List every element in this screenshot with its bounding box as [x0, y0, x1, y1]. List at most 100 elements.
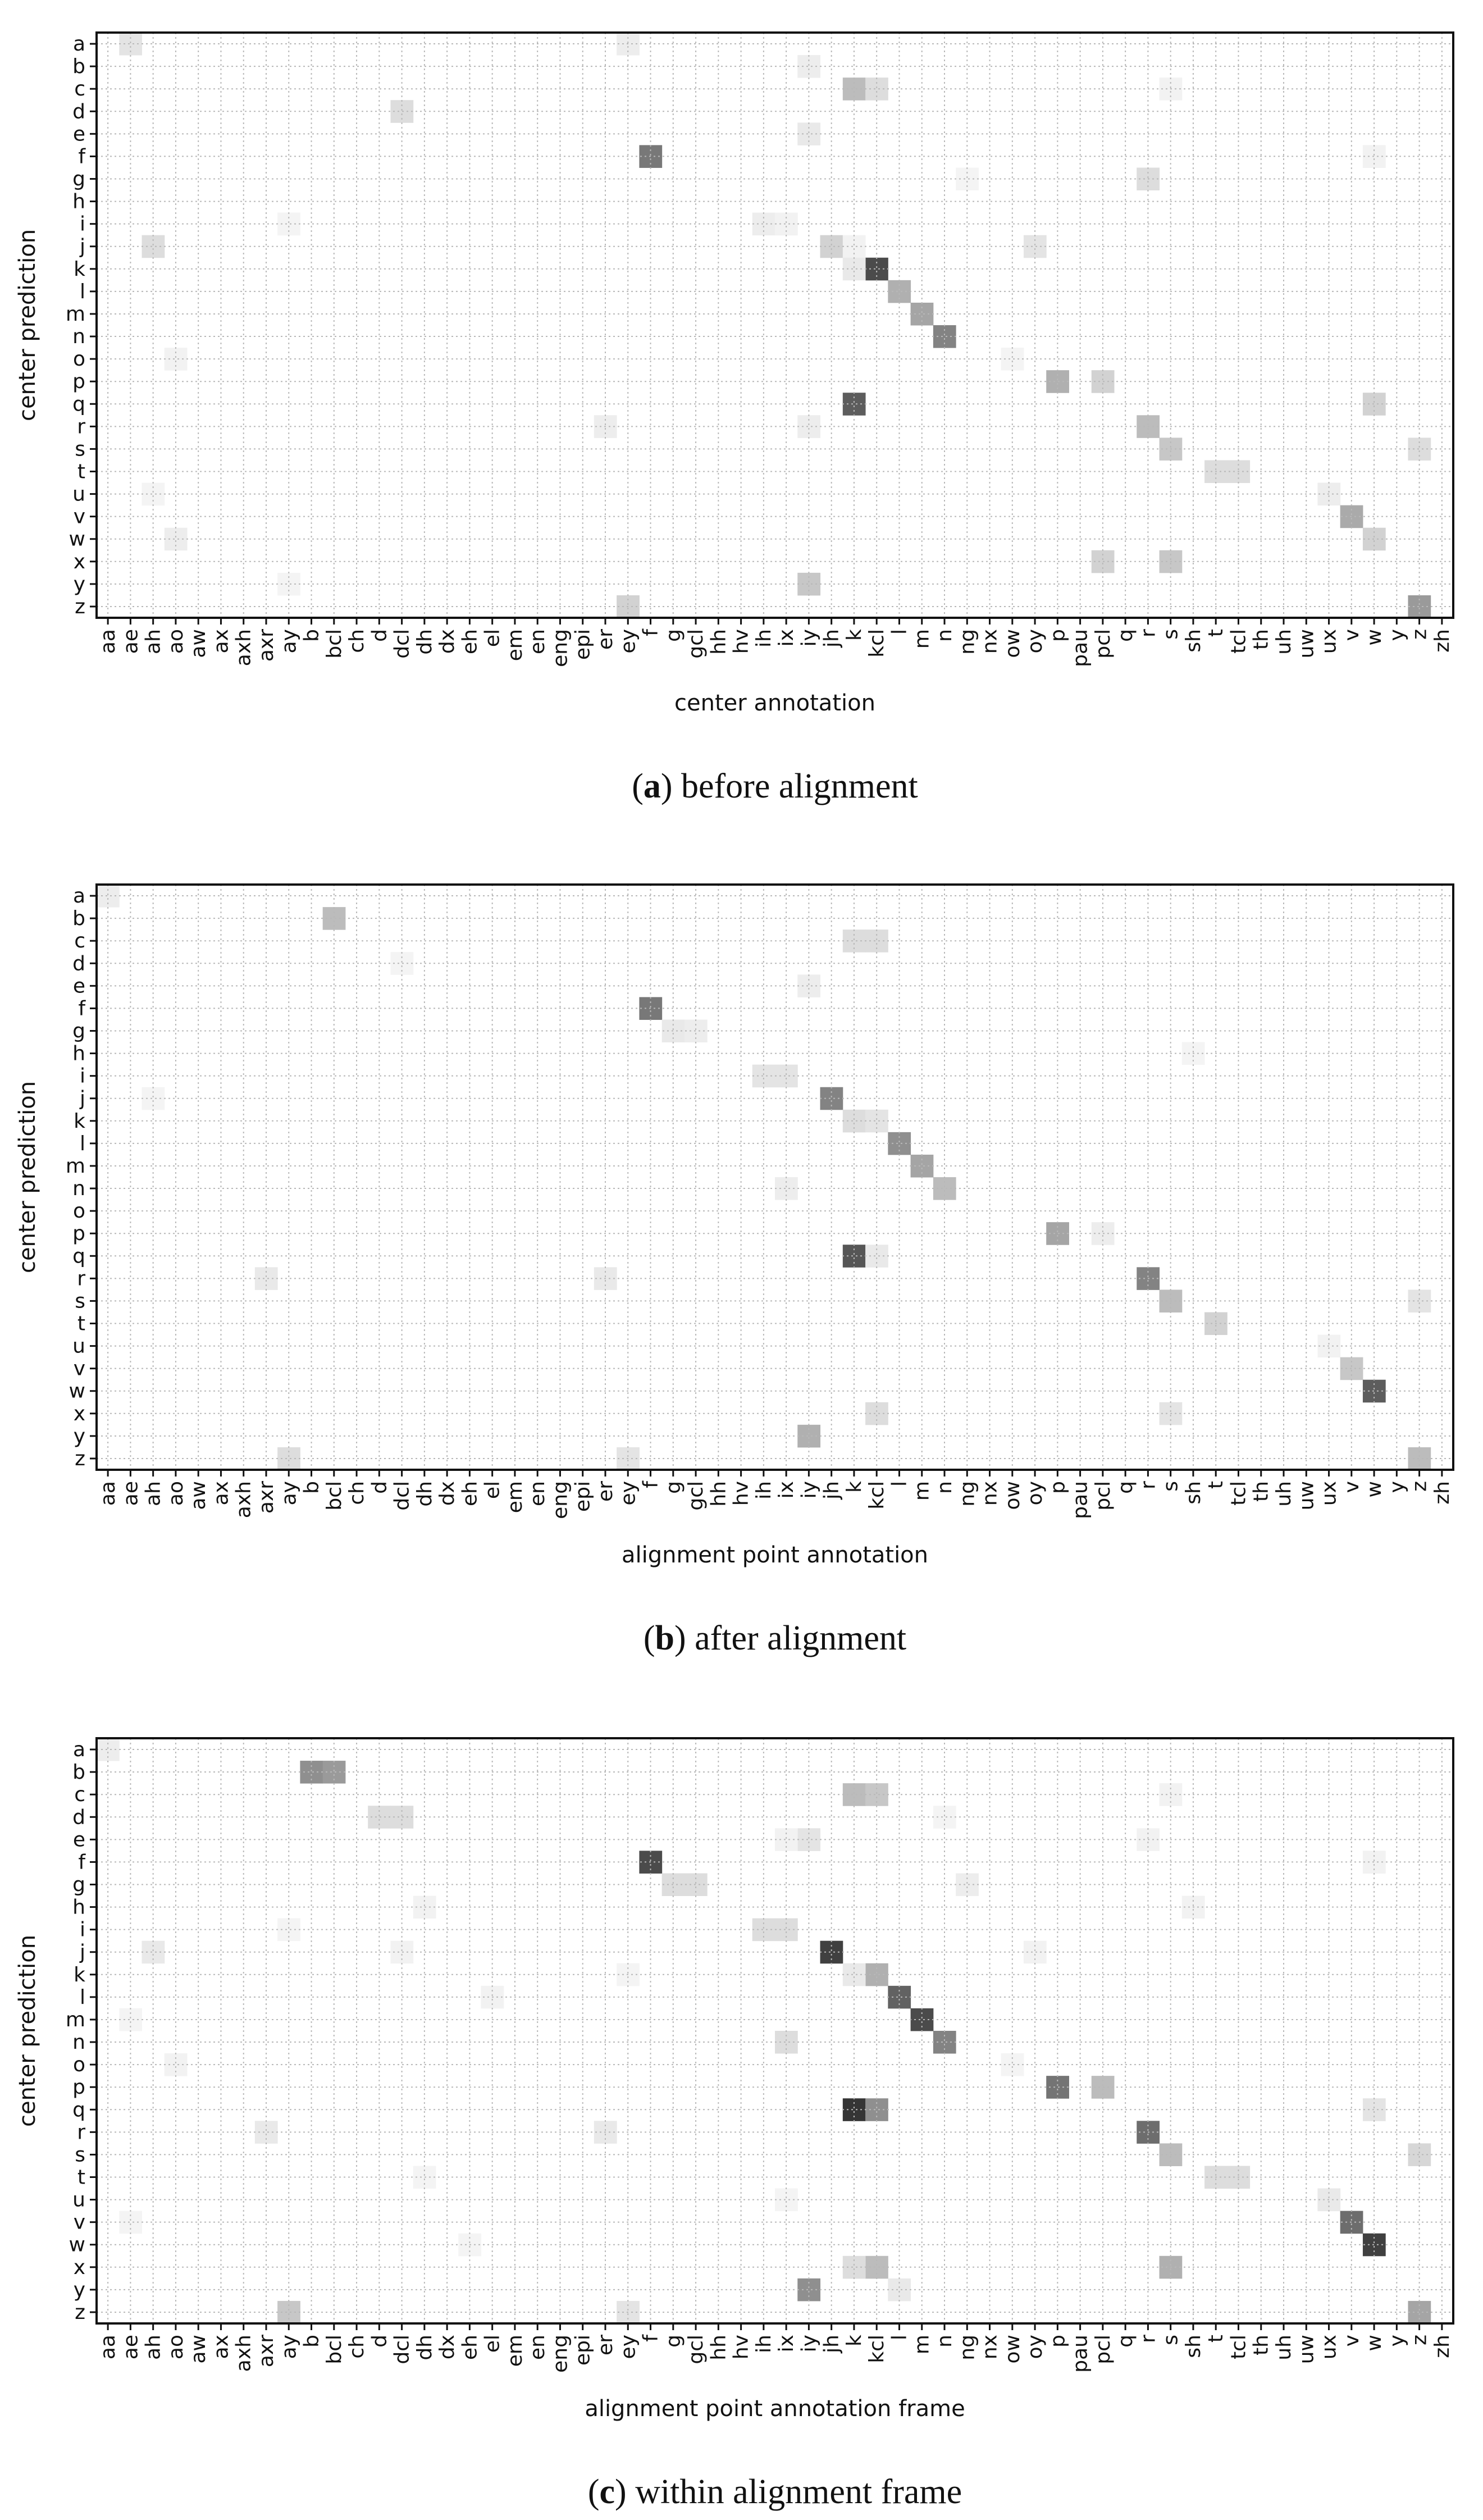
x-tick-label: w	[1363, 1481, 1386, 1497]
y-tick-label: f	[78, 997, 86, 1020]
y-tick-label: y	[74, 2279, 85, 2302]
x-tick-label: uh	[1272, 629, 1295, 655]
x-tick-label: uw	[1295, 1481, 1318, 1510]
x-tick-label: n	[933, 2335, 956, 2348]
heatmap-panel-a: aa ae ah ao aw ax axh axr ay b bcl ch d dcl dh dx eh el em…	[15, 31, 1454, 805]
y-tick-label: s	[75, 1289, 85, 1313]
y-tick-label: m	[66, 2008, 85, 2031]
x-tick-label: dh	[413, 2335, 436, 2360]
x-axis-label: alignment point annotation	[622, 1542, 928, 1568]
x-tick-label: nx	[979, 2335, 1002, 2359]
x-tick-label: dx	[436, 2335, 459, 2359]
x-tick-label: w	[1363, 2335, 1386, 2351]
heatmap-cell-k-k	[842, 1109, 866, 1133]
x-tick-label: dcl	[391, 1481, 414, 1511]
heatmap-cell-q-kcl	[865, 2098, 888, 2121]
y-tick-label: e	[73, 1828, 85, 1851]
x-tick-label: ax	[209, 2335, 232, 2359]
x-tick-label: ey	[617, 2335, 640, 2359]
x-tick-label: p	[1046, 2335, 1069, 2348]
y-tick-label: p	[72, 2076, 85, 2099]
x-tick-label: v	[1340, 1481, 1363, 1493]
x-tick-label: s	[1160, 1481, 1183, 1492]
y-tick-label: g	[72, 168, 85, 191]
x-tick-label: gcl	[685, 629, 708, 659]
x-tick-label: q	[1114, 629, 1137, 642]
x-tick-label: kcl	[865, 629, 888, 658]
x-tick-label: d	[368, 629, 391, 642]
y-tick-label: u	[72, 2189, 85, 2212]
x-tick-label: epi	[572, 629, 595, 660]
x-tick-label: k	[843, 629, 866, 641]
heatmap-cell-j-jh	[820, 235, 843, 258]
y-tick-label: o	[73, 348, 85, 371]
y-tick-label: t	[77, 1313, 85, 1336]
x-axis-label: alignment point annotation frame	[585, 2396, 965, 2422]
y-tick-label: e	[73, 974, 85, 997]
y-tick-label: x	[74, 2256, 85, 2279]
y-tick-label: n	[72, 1177, 85, 1200]
x-tick-label: pau	[1069, 2335, 1092, 2373]
x-tick-label: axh	[232, 1481, 255, 1518]
y-tick-label: j	[79, 1087, 85, 1110]
heatmap-cell-o-ao	[164, 2053, 188, 2076]
x-tick-label: ch	[345, 1481, 368, 1505]
y-tick-label: n	[72, 325, 85, 348]
heatmap-cell-k-k	[842, 1963, 866, 1986]
x-tick-label: eh	[458, 629, 481, 654]
x-tick-label: b	[300, 1481, 323, 1494]
x-tick-label: ay	[277, 1481, 300, 1505]
heatmap-cell-m-m	[910, 302, 934, 326]
y-tick-label: i	[80, 1919, 85, 1942]
y-tick-label: z	[75, 595, 85, 618]
x-tick-label: bcl	[323, 1481, 346, 1511]
x-tick-label: th	[1250, 1481, 1273, 1502]
x-tick-label: ey	[617, 1481, 640, 1505]
heatmap-cell-y-l	[888, 2278, 911, 2302]
heatmap-cell-o-ao	[164, 348, 188, 371]
y-tick-label: c	[74, 1783, 85, 1806]
x-tick-label: axr	[255, 1481, 278, 1514]
y-tick-label: v	[74, 2211, 85, 2234]
x-tick-label: zh	[1431, 629, 1454, 653]
x-tick-label: p	[1046, 629, 1069, 642]
plot-frame	[95, 883, 1454, 1471]
y-tick-label: w	[69, 528, 85, 551]
plot-frame	[95, 31, 1454, 619]
x-tick-label: ch	[345, 2335, 368, 2359]
y-tick-label: t	[77, 461, 85, 484]
y-tick-label: r	[77, 415, 85, 438]
y-tick-label: q	[72, 2098, 85, 2121]
y-tick-label: a	[73, 1738, 85, 1761]
y-tick-label: u	[72, 483, 85, 506]
x-tick-label: ow	[1001, 1481, 1024, 1510]
y-tick-label: m	[66, 1155, 85, 1178]
x-tick-label: axh	[232, 2335, 255, 2372]
panel-caption: (a) before alignment	[632, 767, 918, 805]
x-tick-label: uh	[1272, 1481, 1295, 1507]
x-tick-label: ao	[165, 629, 188, 654]
y-tick-label: k	[74, 1963, 85, 1986]
heatmap-cell-n-n	[933, 2031, 956, 2054]
x-tick-label: dcl	[391, 2335, 414, 2364]
x-tick-label: k	[843, 2335, 866, 2346]
x-tick-label: bcl	[323, 629, 346, 659]
x-tick-label: t	[1204, 1481, 1228, 1489]
y-tick-label: p	[72, 370, 85, 393]
x-tick-label: iy	[797, 2335, 820, 2352]
y-tick-label: s	[75, 2143, 85, 2166]
x-tick-label: el	[481, 1481, 504, 1499]
x-tick-label: jh	[820, 629, 843, 648]
x-tick-label: ow	[1001, 629, 1024, 658]
heatmap-cell-l-l	[888, 1132, 911, 1155]
x-tick-label: ae	[119, 2335, 142, 2359]
heatmap-cell-l-l	[888, 1985, 911, 2009]
heatmap-cell-k-kcl	[865, 257, 888, 281]
x-tick-label: b	[300, 2335, 323, 2348]
x-tick-label: aa	[97, 2335, 120, 2359]
x-tick-label: pcl	[1092, 1481, 1115, 1511]
x-tick-label: sh	[1182, 629, 1205, 653]
x-tick-label: eng	[549, 2335, 572, 2373]
x-tick-label: ae	[119, 1481, 142, 1506]
x-tick-label: ix	[775, 1481, 798, 1498]
